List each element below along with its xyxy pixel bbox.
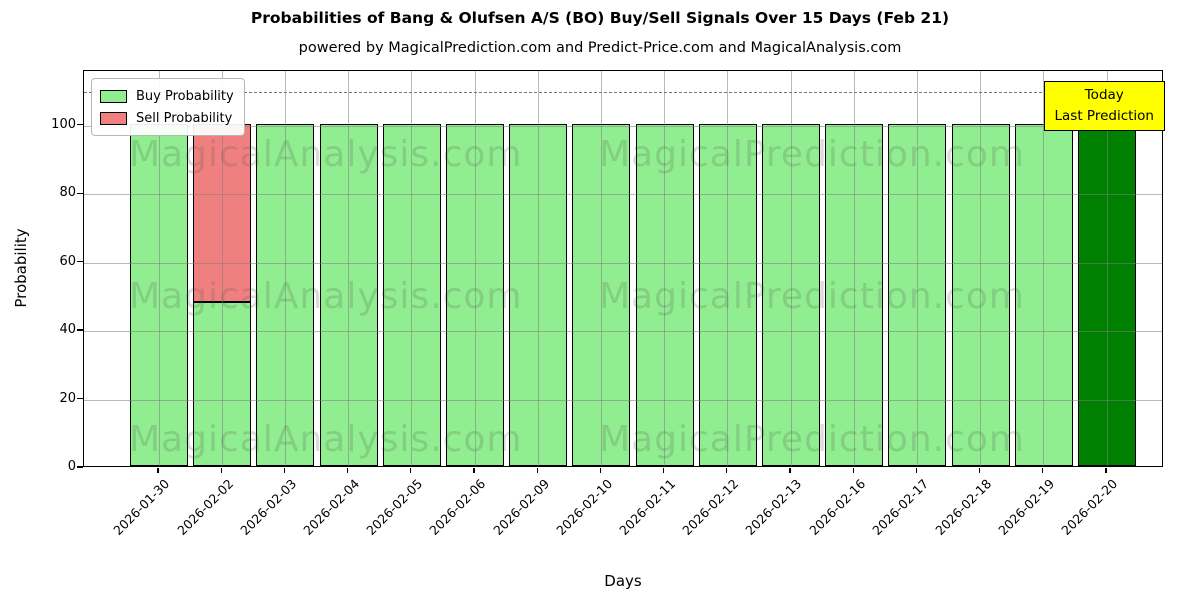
y-axis-label: Probability	[12, 228, 30, 308]
gridline-vertical	[411, 71, 413, 466]
x-tick-mark	[473, 468, 475, 473]
x-tick-label: 2026-02-10	[553, 476, 616, 538]
x-tick-mark	[157, 468, 159, 473]
x-tick-label: 2026-02-06	[426, 476, 489, 538]
legend-label-buy: Buy Probability	[136, 88, 234, 104]
y-tick-mark	[77, 124, 83, 126]
gridline-horizontal	[84, 125, 1162, 127]
watermark-text: MagicalAnalysis.com	[129, 134, 523, 175]
x-tick-label: 2026-02-05	[363, 476, 426, 538]
gridline-vertical	[727, 71, 729, 466]
x-tick-mark	[789, 468, 791, 473]
today-annotation-line2: Last Prediction	[1054, 107, 1154, 124]
gridline-horizontal	[84, 399, 1162, 401]
today-annotation: Today Last Prediction	[1043, 81, 1165, 131]
y-tick-label: 20	[59, 390, 76, 406]
x-tick-mark	[915, 468, 918, 473]
gridline-vertical	[348, 71, 350, 466]
gridline-vertical	[474, 71, 476, 466]
gridline-vertical	[158, 71, 160, 466]
x-tick-mark	[536, 468, 538, 473]
plot-area: Buy Probability Sell Probability Today L…	[83, 70, 1165, 467]
gridline-horizontal	[84, 262, 1162, 264]
x-tick-mark	[599, 468, 602, 473]
y-tick-mark	[77, 397, 83, 400]
gridline-horizontal	[84, 331, 1162, 333]
x-tick-label: 2026-02-03	[237, 476, 300, 538]
y-tick-label: 0	[67, 459, 76, 474]
gridline-vertical	[1043, 71, 1045, 466]
x-tick-label: 2026-02-20	[1058, 476, 1121, 538]
gridline-vertical	[221, 71, 223, 466]
x-tick-label: 2026-02-18	[932, 476, 995, 538]
chart-title: Probabilities of Bang & Olufsen A/S (BO)…	[250, 9, 950, 27]
x-tick-label: 2026-02-09	[489, 476, 552, 538]
y-tick-mark	[77, 329, 83, 331]
y-tick-label: 60	[59, 253, 76, 269]
gridline-vertical	[284, 71, 286, 466]
x-tick-label: 2026-02-11	[616, 476, 679, 538]
y-tick-label: 80	[59, 185, 76, 201]
x-tick-label: 2026-02-02	[173, 476, 236, 538]
legend-entry-sell: Sell Probability	[100, 107, 234, 129]
gridline-vertical	[916, 71, 918, 466]
x-tick-mark	[852, 468, 854, 473]
x-tick-label: 2026-02-13	[742, 476, 805, 538]
x-tick-mark	[726, 468, 728, 473]
gridline-vertical	[600, 71, 602, 466]
legend-label-sell: Sell Probability	[136, 110, 233, 126]
watermark-text: MagicalPrediction.com	[599, 276, 1025, 317]
x-tick-label: 2026-02-12	[679, 476, 742, 538]
x-tick-label: 2026-01-30	[110, 476, 173, 538]
today-annotation-line1: Today	[1084, 87, 1124, 103]
watermark-text: MagicalPrediction.com	[599, 419, 1025, 460]
y-tick-mark	[77, 192, 83, 194]
y-tick-mark	[77, 466, 83, 468]
x-tick-mark	[978, 468, 981, 473]
x-tick-label: 2026-02-19	[995, 476, 1058, 538]
x-tick-mark	[410, 468, 412, 473]
x-tick-mark	[662, 468, 665, 473]
x-tick-mark	[1105, 468, 1107, 473]
sell-color-swatch	[100, 111, 127, 125]
x-tick-mark	[346, 468, 349, 473]
gridline-vertical	[1106, 71, 1108, 466]
gridline-horizontal	[84, 194, 1162, 196]
buy-color-swatch	[100, 89, 127, 103]
x-tick-mark	[283, 468, 286, 473]
x-tick-label: 2026-02-17	[869, 476, 932, 538]
legend-entry-buy: Buy Probability	[100, 85, 234, 107]
gridline-vertical	[980, 71, 982, 466]
watermark-text: MagicalAnalysis.com	[129, 276, 523, 317]
gridline-vertical	[790, 71, 792, 466]
gridline-vertical	[664, 71, 666, 466]
x-tick-label: 2026-02-16	[805, 476, 868, 538]
gridline-vertical	[853, 71, 855, 466]
y-tick-mark	[77, 260, 83, 263]
x-tick-mark	[1042, 468, 1044, 473]
watermark-text: MagicalAnalysis.com	[129, 419, 523, 460]
threshold-dashed-line	[84, 91, 1162, 93]
x-axis-label: Days	[604, 572, 642, 590]
legend: Buy Probability Sell Probability	[91, 78, 245, 136]
x-tick-label: 2026-02-04	[300, 476, 363, 538]
chart-subtitle: powered by MagicalPrediction.com and Pre…	[298, 40, 902, 56]
y-tick-label: 100	[51, 116, 76, 132]
y-tick-label: 40	[59, 322, 76, 338]
x-tick-mark	[220, 468, 222, 473]
gridline-vertical	[537, 71, 539, 466]
watermark-text: MagicalPrediction.com	[599, 134, 1025, 175]
